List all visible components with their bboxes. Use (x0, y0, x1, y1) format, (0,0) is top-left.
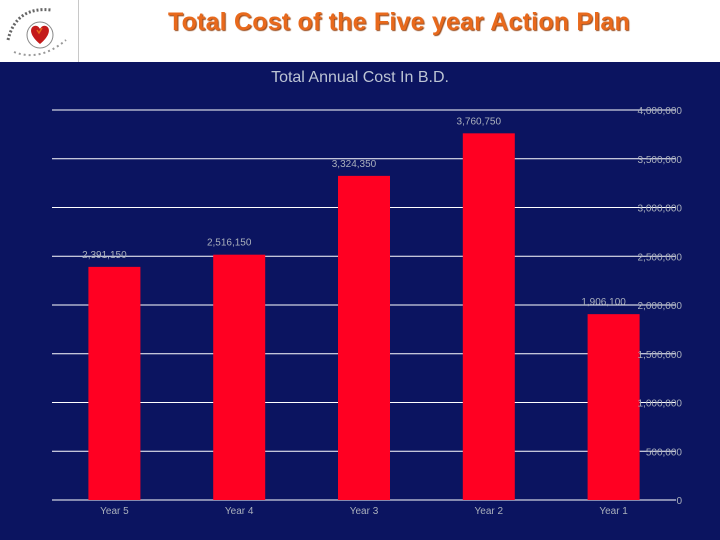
x-tick-label: Year 2 (475, 506, 504, 517)
data-label: 2,516,150 (207, 238, 252, 249)
data-label: 3,324,350 (332, 159, 377, 170)
data-label: 1,906,100 (581, 297, 626, 308)
y-tick-label: 2,000,000 (638, 301, 683, 312)
data-label: 3,760,750 (457, 116, 502, 127)
slide-title: Total Cost of the Five year Action Plan (167, 8, 631, 36)
x-tick-label: Year 1 (599, 506, 628, 517)
bar (587, 314, 640, 500)
y-tick-label: 2,500,000 (638, 252, 683, 263)
y-tick-label: 500,000 (646, 447, 683, 458)
x-tick-label: Year 3 (350, 506, 379, 517)
bar (462, 133, 515, 500)
x-tick-label: Year 4 (225, 506, 254, 517)
chart-title: Total Annual Cost In B.D. (271, 69, 449, 86)
slide-header: Total Cost of the Five year Action Plan (0, 0, 720, 62)
y-tick-label: 3,000,000 (638, 204, 683, 215)
y-tick-label: 4,000,000 (638, 106, 683, 117)
y-tick-label: 1,000,000 (638, 399, 683, 410)
y-tick-label: 0 (676, 496, 682, 507)
y-tick-label: 1,500,000 (638, 350, 683, 361)
data-label: 2,391,150 (82, 250, 127, 261)
x-tick-label: Year 5 (100, 506, 129, 517)
bar (338, 175, 390, 501)
bar (88, 266, 141, 500)
y-tick-label: 3,500,000 (638, 155, 683, 166)
organization-logo-icon (0, 0, 79, 62)
bar (213, 254, 266, 500)
